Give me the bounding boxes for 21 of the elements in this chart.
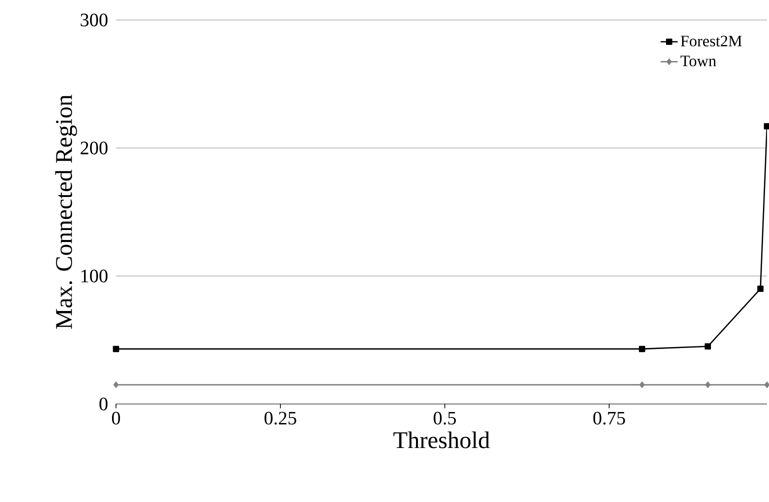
x-tick-label: 0.5: [434, 412, 456, 425]
point: [764, 123, 769, 130]
point: [757, 286, 764, 292]
point: [112, 346, 120, 352]
legend-label: Town: [680, 56, 716, 66]
x-axis-title: Threshold: [393, 431, 490, 448]
point: [638, 346, 646, 352]
x-tick-label: 0.75: [593, 412, 625, 425]
point: [113, 382, 119, 388]
x-tick-label: 0: [112, 412, 120, 425]
y-tick-label: 100: [81, 270, 108, 282]
y-axis-title: Max. Connected Region: [55, 94, 77, 329]
legend-label: Forest2M: [680, 36, 742, 46]
y-tick-label: 0: [99, 398, 108, 410]
point: [705, 382, 710, 388]
point: [640, 382, 645, 388]
point: [764, 382, 769, 388]
y-tick-label: 300: [80, 14, 108, 26]
y-tick-label: 200: [80, 142, 108, 154]
point: [704, 343, 711, 350]
x-tick-label: 0.25: [264, 412, 296, 425]
